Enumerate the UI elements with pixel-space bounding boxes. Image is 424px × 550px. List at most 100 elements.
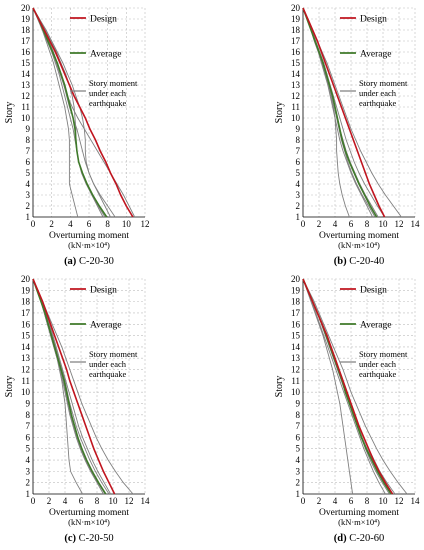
x-axis-label: Overturning moment [49,231,129,241]
y-tick-label: 12 [291,365,300,375]
y-tick-label: 15 [21,331,31,341]
panel-label: (c) [64,533,76,544]
y-tick-label: 7 [26,146,31,156]
y-tick-label: 15 [291,331,301,341]
y-tick-label: 5 [296,444,301,454]
panel-caption: (a) C-20-30 [64,256,114,267]
x-tick-label: 0 [31,496,36,506]
legend-label-story: under each [359,88,397,98]
y-tick-label: 2 [296,201,301,211]
y-tick-label: 17 [291,308,301,318]
y-tick-label: 3 [296,190,301,200]
y-tick-label: 9 [296,124,301,134]
x-tick-label: 10 [109,496,119,506]
y-tick-label: 8 [26,410,31,420]
x-tick-label: 14 [411,219,421,229]
series-story-line-2 [302,278,408,495]
legend-label-average: Average [360,321,391,331]
x-tick-label: 4 [333,496,338,506]
x-axis-unit: (kN·m×10⁴) [68,240,110,250]
x-tick-label: 4 [333,219,338,229]
y-tick-label: 7 [296,146,301,156]
y-tick-label: 18 [291,25,301,35]
chart-panel-3: 0 2 4 6 8 10 12 1412345678910111213141516171819… [4,274,150,544]
y-tick-label: 15 [21,58,31,68]
y-tick-label: 5 [296,168,301,178]
series-average [32,7,108,218]
y-tick-label: 4 [26,455,31,465]
x-tick-label: 4 [63,496,68,506]
x-tick-label: 0 [301,219,306,229]
y-tick-label: 4 [296,455,301,465]
y-tick-label: 19 [21,14,31,24]
x-tick-label: 12 [141,219,150,229]
y-tick-label: 9 [26,398,31,408]
y-tick-label: 16 [21,319,31,329]
legend-label-story: earthquake [89,369,127,379]
x-tick-label: 8 [365,496,370,506]
y-tick-label: 19 [291,285,301,295]
series-story-line-2 [302,7,402,218]
y-tick-label: 17 [291,36,301,46]
y-tick-label: 9 [296,398,301,408]
x-axis-unit: (kN·m×10⁴) [338,517,380,527]
y-tick-label: 15 [291,58,301,68]
series-story-line-4 [302,278,386,495]
x-tick-label: 0 [301,496,306,506]
x-axis-label: Overturning moment [49,508,129,518]
y-tick-label: 4 [296,179,301,189]
x-tick-label: 6 [349,219,354,229]
legend-label-story: earthquake [359,369,397,379]
x-axis-unit: (kN·m×10⁴) [68,517,110,527]
y-tick-label: 11 [291,102,300,112]
y-tick-label: 14 [291,342,301,352]
y-tick-label: 14 [291,69,301,79]
y-tick-label: 10 [291,387,301,397]
series-average [302,7,378,218]
y-tick-label: 10 [21,113,31,123]
legend-label-story: earthquake [359,98,397,108]
x-tick-label: 12 [395,496,404,506]
y-tick-label: 20 [21,3,31,13]
y-tick-label: 12 [21,365,30,375]
y-axis-label: Story [274,102,285,124]
panel-label: (a) [64,256,77,267]
y-tick-label: 18 [21,25,31,35]
x-tick-label: 6 [79,496,84,506]
chart-panel-2: 0 2 4 6 8 10 12 1412345678910111213141516171819… [274,3,420,267]
panel-name: C-20-30 [79,256,114,267]
legend-label-average: Average [90,50,121,60]
x-tick-label: 2 [317,219,322,229]
legend-label-story: earthquake [89,98,127,108]
x-tick-label: 10 [122,219,132,229]
series-story-line-1 [302,278,354,495]
x-tick-label: 8 [105,219,110,229]
y-tick-label: 6 [26,432,31,442]
series-average [32,278,107,495]
legend-label-average: Average [90,321,121,331]
y-axis-label: Story [274,376,285,398]
y-tick-label: 6 [296,157,301,167]
y-tick-label: 11 [21,102,30,112]
legend-label-story: Story moment [89,78,138,88]
legend-label-story: Story moment [359,78,408,88]
y-tick-label: 2 [296,478,301,488]
x-tick-label: 10 [379,219,389,229]
x-tick-label: 2 [49,219,54,229]
series-story-line-1 [302,7,350,218]
legend-label-design: Design [90,15,117,25]
x-tick-label: 6 [349,496,354,506]
series-design [32,7,134,218]
y-tick-label: 19 [21,285,31,295]
y-tick-label: 11 [291,376,300,386]
y-tick-label: 10 [291,113,301,123]
x-tick-label: 12 [395,219,404,229]
panel-label: (b) [334,256,347,267]
y-tick-label: 9 [26,124,31,134]
y-tick-label: 12 [291,91,300,101]
y-tick-label: 7 [26,421,31,431]
y-tick-label: 13 [21,353,31,363]
y-tick-label: 6 [26,157,31,167]
y-axis-label: Story [4,376,15,398]
y-tick-label: 1 [296,212,301,222]
